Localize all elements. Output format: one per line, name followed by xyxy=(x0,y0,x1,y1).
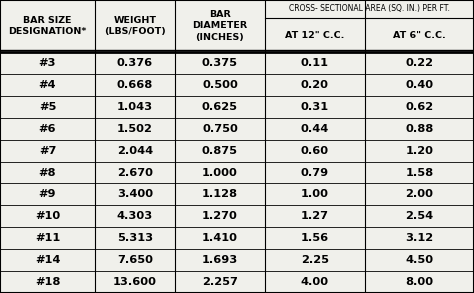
Text: #5: #5 xyxy=(39,102,56,112)
Text: 13.600: 13.600 xyxy=(113,277,157,287)
Text: 1.410: 1.410 xyxy=(202,233,238,243)
Text: 0.79: 0.79 xyxy=(301,168,329,178)
Text: CROSS- SECTIONAL AREA (SQ. IN.) PER FT.: CROSS- SECTIONAL AREA (SQ. IN.) PER FT. xyxy=(289,4,450,13)
Text: 1.20: 1.20 xyxy=(405,146,434,156)
Text: 3.12: 3.12 xyxy=(405,233,434,243)
Text: 0.62: 0.62 xyxy=(405,102,434,112)
Text: 1.000: 1.000 xyxy=(202,168,238,178)
Text: 2.044: 2.044 xyxy=(117,146,153,156)
Text: 0.875: 0.875 xyxy=(202,146,238,156)
Text: #6: #6 xyxy=(39,124,56,134)
Text: #9: #9 xyxy=(39,189,56,200)
Text: 0.40: 0.40 xyxy=(405,80,434,90)
Text: 0.625: 0.625 xyxy=(202,102,238,112)
Text: 2.670: 2.670 xyxy=(117,168,153,178)
Text: 1.58: 1.58 xyxy=(405,168,434,178)
Text: #3: #3 xyxy=(39,58,56,68)
Text: 1.502: 1.502 xyxy=(117,124,153,134)
Text: 1.128: 1.128 xyxy=(202,189,238,200)
Text: #7: #7 xyxy=(39,146,56,156)
Text: #18: #18 xyxy=(35,277,60,287)
Text: #11: #11 xyxy=(35,233,60,243)
Text: 2.00: 2.00 xyxy=(405,189,434,200)
Text: 0.44: 0.44 xyxy=(301,124,329,134)
Text: 0.375: 0.375 xyxy=(202,58,238,68)
Text: #4: #4 xyxy=(39,80,56,90)
Text: #14: #14 xyxy=(35,255,60,265)
Text: 0.750: 0.750 xyxy=(202,124,238,134)
Text: 0.20: 0.20 xyxy=(301,80,329,90)
Text: AT 6" C.C.: AT 6" C.C. xyxy=(393,30,446,40)
Text: 2.54: 2.54 xyxy=(405,211,434,221)
Text: AT 12" C.C.: AT 12" C.C. xyxy=(285,30,345,40)
Text: 4.50: 4.50 xyxy=(405,255,434,265)
Text: 1.56: 1.56 xyxy=(301,233,329,243)
Text: 4.303: 4.303 xyxy=(117,211,153,221)
Text: 1.00: 1.00 xyxy=(301,189,329,200)
Text: 0.31: 0.31 xyxy=(301,102,329,112)
Text: 4.00: 4.00 xyxy=(301,277,329,287)
Text: 1.27: 1.27 xyxy=(301,211,329,221)
Text: 1.693: 1.693 xyxy=(202,255,238,265)
Text: 1.270: 1.270 xyxy=(202,211,238,221)
Text: 8.00: 8.00 xyxy=(405,277,434,287)
Text: 1.043: 1.043 xyxy=(117,102,153,112)
Text: #8: #8 xyxy=(39,168,56,178)
Text: 0.60: 0.60 xyxy=(301,146,329,156)
Text: 5.313: 5.313 xyxy=(117,233,153,243)
Text: 0.22: 0.22 xyxy=(405,58,434,68)
Text: 2.257: 2.257 xyxy=(202,277,238,287)
Text: 7.650: 7.650 xyxy=(117,255,153,265)
Text: WEIGHT
(LBS/FOOT): WEIGHT (LBS/FOOT) xyxy=(104,16,166,36)
Text: 3.400: 3.400 xyxy=(117,189,153,200)
Text: 2.25: 2.25 xyxy=(301,255,329,265)
Text: 0.668: 0.668 xyxy=(117,80,153,90)
Text: 0.376: 0.376 xyxy=(117,58,153,68)
Text: 0.500: 0.500 xyxy=(202,80,238,90)
Text: 0.11: 0.11 xyxy=(301,58,329,68)
Text: BAR
DIAMETER
(INCHES): BAR DIAMETER (INCHES) xyxy=(192,10,247,42)
Text: #10: #10 xyxy=(35,211,60,221)
Text: BAR SIZE
DESIGNATION*: BAR SIZE DESIGNATION* xyxy=(9,16,87,36)
Text: 0.88: 0.88 xyxy=(405,124,434,134)
